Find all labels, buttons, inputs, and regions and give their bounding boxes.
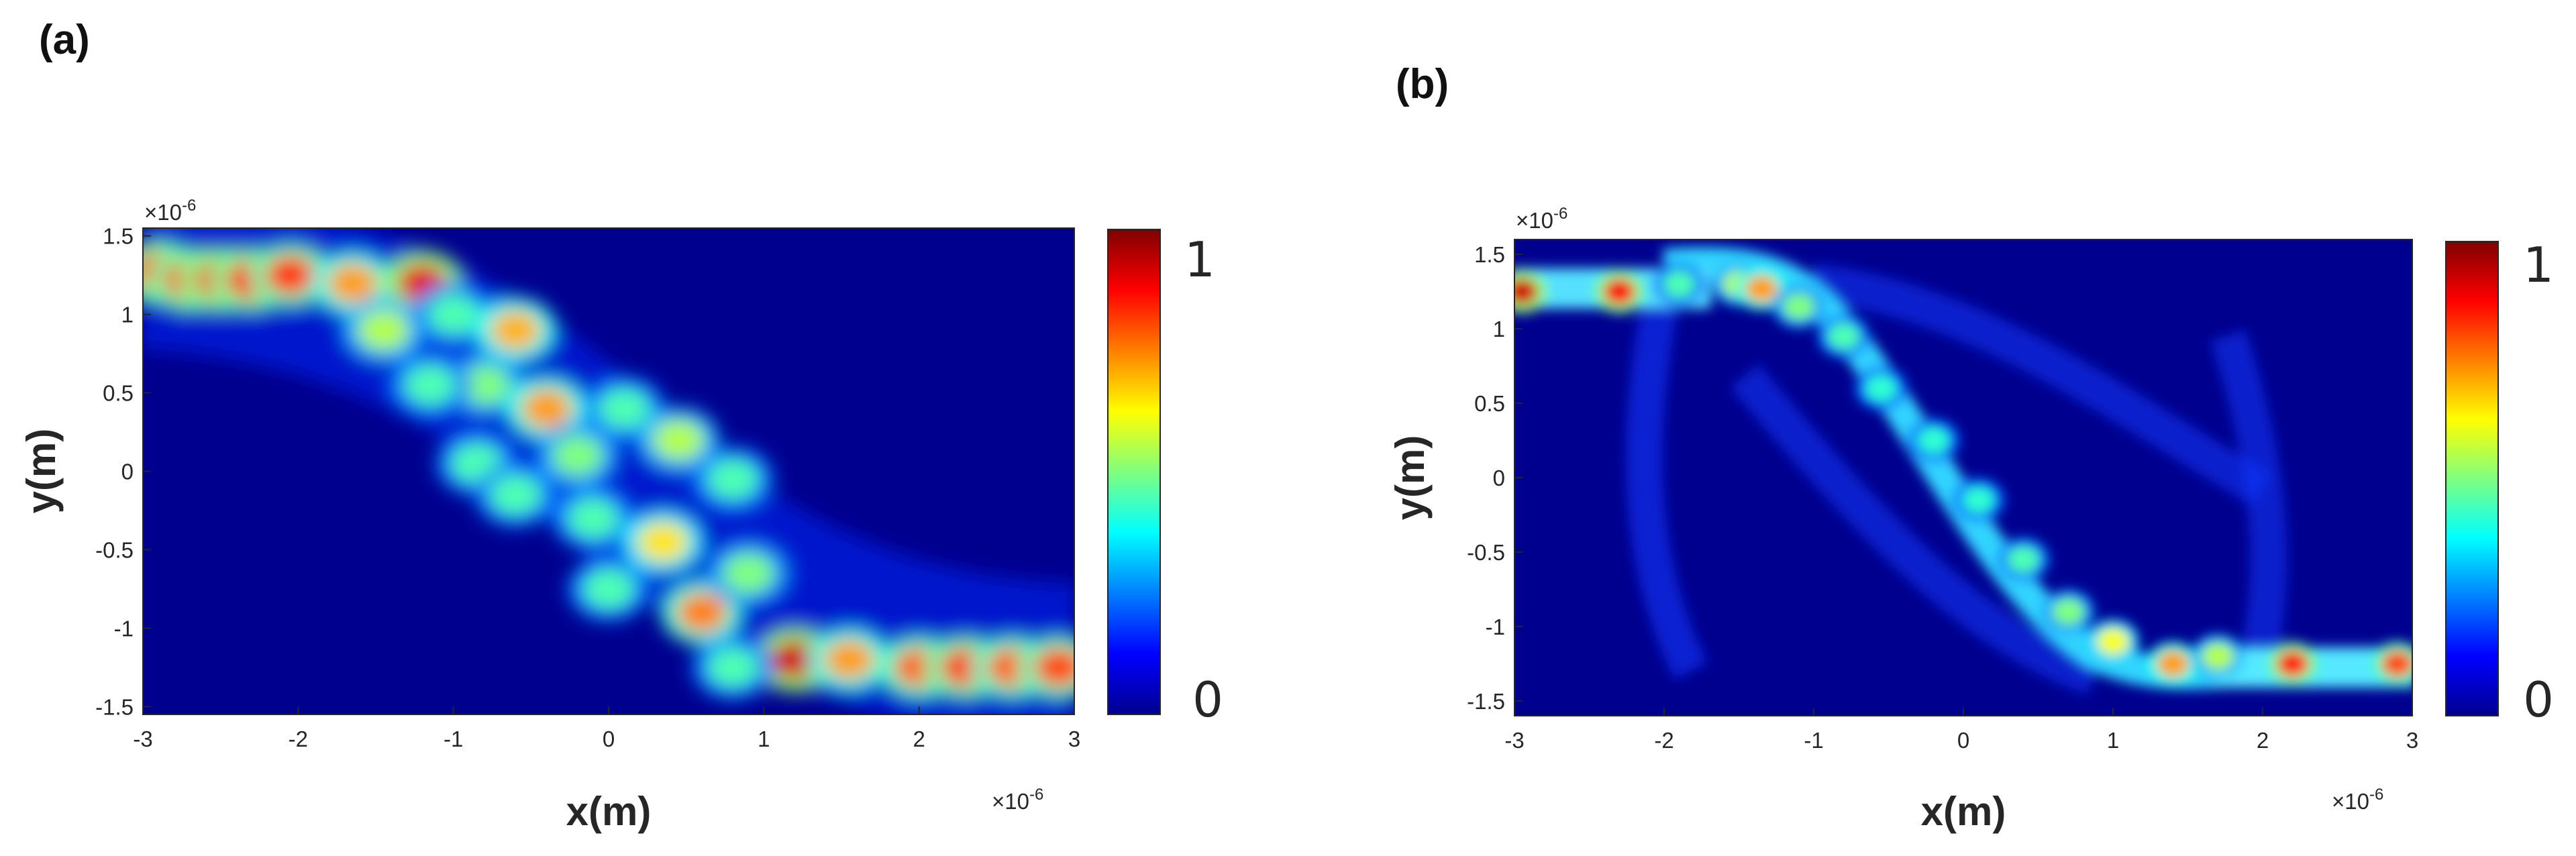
panel-a-hotspot [707, 647, 759, 688]
panel-a-axes: -3 -2 -1 0 1 2 3 1.5 1 0.5 0 -0.5 -1 -1.5 [95, 224, 1080, 751]
panel-a-y-multiplier: ×10-6 [144, 197, 196, 225]
panel-a-hotspot [583, 568, 634, 609]
panel-a-y-tick-label: 1.5 [103, 224, 134, 249]
panel-a-hotspot [490, 310, 542, 351]
panel-b-hotspot [1827, 323, 1860, 350]
panel-b-lower-arc [1730, 364, 2100, 695]
panel-a-hotspot [653, 419, 705, 460]
panel-a-x-tick-label: -3 [133, 727, 152, 751]
panel-a-hotspot [676, 592, 727, 633]
panel-a-x-tick-label: -2 [289, 727, 308, 751]
panel-b-y-tick-label: 0.5 [1474, 391, 1505, 416]
panel-b-hotspot [1917, 427, 1950, 454]
panel-a-hotspot [358, 310, 409, 351]
panel-b-y-tick-label: 1.5 [1474, 242, 1505, 267]
panel-a-colorbar-max-label: 1 [1184, 231, 1215, 288]
panel-b-hotspot [1782, 292, 1815, 320]
panel-b: (b) -3 -2 -1 0 1 2 31.510.50-0.5-1-1.5 x(m) y [1388, 61, 2554, 834]
panel-a-hotspot [567, 498, 619, 539]
panel-b-x-tick-label: -2 [1654, 728, 1673, 753]
panel-b-hotspot [2202, 643, 2234, 670]
panel-b-x-tick-label: -3 [1504, 728, 1524, 753]
panel-a-hotspots [143, 239, 1074, 700]
panel-a-colorbar-min-label: 0 [1192, 672, 1223, 728]
panel-b-colorbar-max-label: 1 [2523, 237, 2554, 293]
panel-b-x-multiplier: ×10-6 [2332, 786, 2383, 814]
panel-b-label: (b) [1396, 61, 1449, 107]
panel-a-hotspot [769, 639, 821, 680]
panel-b-y-tick-label: 0 [1493, 466, 1505, 490]
panel-b-hotspot [1865, 374, 1898, 402]
panel-a-hotspot [823, 639, 875, 680]
panel-b-y-tick-label: -1.5 [1467, 689, 1505, 714]
panel-a-label: (a) [39, 17, 90, 63]
panel-a-x-tick-label: 3 [1068, 727, 1080, 751]
panel-b-colorbar-min-label: 0 [2523, 672, 2554, 728]
panel-b-hotspot [2276, 650, 2309, 678]
panel-b-hotspot [1962, 486, 1995, 514]
panel-b-upper-arc [1809, 263, 2271, 506]
panel-b-hotspot [2052, 598, 2085, 625]
panel-a-x-tick-label: 1 [758, 727, 770, 751]
panel-b-y-multiplier: ×10-6 [1516, 205, 1567, 233]
panel-a-y-axis-label: y(m) [19, 429, 64, 514]
panel-b-left-arc [1626, 278, 1708, 680]
panel-b-y-tick-label: 1 [1493, 317, 1505, 341]
panel-b-x-tick-label: 0 [1957, 728, 1969, 753]
panel-b-hotspot [1514, 278, 1539, 305]
panel-b-x-axis-label: x(m) [1921, 789, 2006, 834]
panel-a-x-tick-label: 2 [913, 727, 925, 751]
panel-b-right-arc [2210, 329, 2287, 676]
panel-b-y-tick-label: -0.5 [1467, 540, 1505, 565]
panel-a-field [143, 228, 1074, 714]
panel-b-colorbar-gradient [2445, 241, 2499, 716]
panel-b-hotspot [2007, 546, 2040, 574]
panel-a-hotspot [552, 435, 603, 476]
panel-b-x-tick-label: -1 [1804, 728, 1823, 753]
panel-a-y-tick-label: -1 [114, 616, 134, 641]
panel-a-y-tick-label: -1.5 [95, 694, 134, 719]
panel-a-hotspot [599, 388, 650, 429]
panel-b-colorbar: 1 0 [2445, 237, 2554, 728]
panel-b-hotspot [1603, 278, 1636, 305]
panel-a-x-multiplier: ×10-6 [992, 786, 1043, 814]
panel-a-hotspot [490, 474, 542, 515]
panel-a-hotspot [1033, 647, 1074, 688]
panel-b-hotspot [1663, 270, 1696, 298]
panel-a-y-tick-label: 0.5 [103, 381, 134, 406]
panel-b-hotspot [2381, 650, 2412, 678]
panel-b-field [1514, 247, 2412, 695]
panel-a-hotspot [521, 388, 572, 429]
panel-b-plot-area [1514, 239, 2413, 716]
panel-a-hotspot [458, 364, 510, 405]
panel-b-hotspot [2157, 650, 2189, 678]
panel-a-colorbar: 1 0 [1107, 229, 1223, 728]
panel-a-plot-area [142, 227, 1075, 715]
panel-a-hotspot [707, 459, 759, 500]
panel-b-hotspots [1514, 262, 2412, 686]
panel-a-y-tick-label: 0 [121, 460, 134, 484]
panel-b-hotspot [2097, 628, 2129, 655]
panel-a-hotspot [264, 255, 316, 296]
panel-a-y-tick-label: -0.5 [95, 537, 134, 562]
panel-a-x-tick-label: -1 [444, 727, 463, 751]
panel-a-hotspot [637, 521, 688, 562]
panel-a-hotspot [404, 364, 456, 405]
panel-a-hotspot [427, 294, 479, 335]
panel-b-x-tick-label: 3 [2406, 728, 2418, 753]
panel-a: (a) -3 -2 -1 0 1 2 3 1.5 1 0.5 0 -0.5 -1 -1.5 x(m) y(… [19, 17, 1223, 834]
panel-a-x-tick-label: 0 [603, 727, 615, 751]
panel-a-x-axis-label: x(m) [566, 789, 652, 834]
panel-a-hotspot [723, 553, 774, 594]
panel-a-colorbar-gradient [1107, 229, 1161, 715]
panel-b-hotspot [1745, 275, 1778, 303]
panel-b-axes: -3 -2 -1 0 1 2 3 1.5 1 0.5 0 -0.5 -1 -1.5 [1467, 242, 2418, 753]
panel-b-y-axis-label: y(m) [1388, 435, 1433, 521]
panel-a-hotspot [327, 262, 378, 303]
panel-b-x-tick-label: 1 [2107, 728, 2119, 753]
panel-b-x-tick-label: 2 [2257, 728, 2269, 753]
panel-a-y-tick-label: 1 [121, 303, 134, 327]
panel-b-y-tick-label: -1 [1486, 614, 1505, 639]
